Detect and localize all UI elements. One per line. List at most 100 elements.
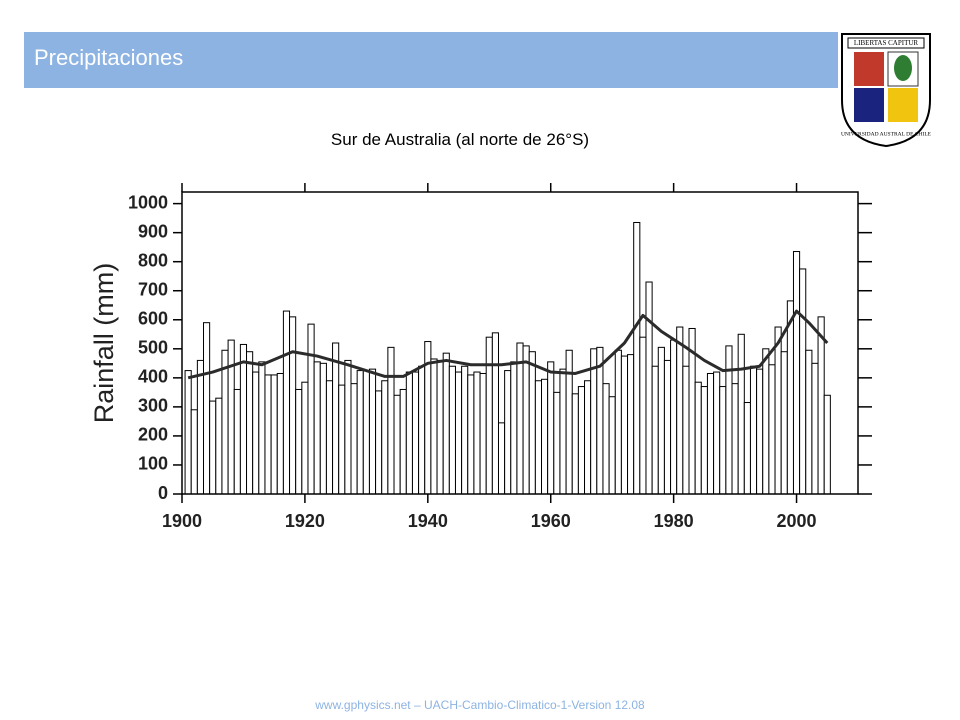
bar	[799, 268, 807, 495]
y-tick-label: 700	[138, 279, 168, 299]
bar	[743, 402, 751, 495]
bar	[534, 380, 543, 495]
bar	[203, 322, 211, 495]
bar	[227, 339, 235, 495]
bar	[627, 354, 635, 495]
bar	[786, 300, 794, 495]
bar	[516, 342, 524, 495]
bar	[313, 361, 321, 495]
y-tick-label: 900	[138, 221, 168, 241]
bar	[491, 332, 499, 495]
bar	[682, 365, 690, 495]
y-tick-label: 200	[138, 425, 168, 445]
x-tick-label: 1960	[531, 511, 571, 531]
y-tick-label: 300	[138, 396, 168, 416]
bar	[368, 368, 377, 495]
bar	[246, 351, 254, 495]
bar	[411, 371, 420, 495]
bar	[614, 349, 622, 495]
bar	[190, 409, 198, 495]
bar	[639, 336, 647, 495]
bar	[344, 359, 352, 495]
bar	[393, 394, 401, 495]
bar	[547, 361, 555, 495]
motto-band	[847, 37, 925, 49]
bar	[461, 365, 469, 495]
bar	[233, 388, 241, 495]
bar	[553, 391, 561, 495]
bar	[196, 359, 205, 495]
bar	[504, 370, 512, 495]
y-tick-label: 400	[138, 367, 168, 387]
x-tick-label: 1900	[162, 511, 202, 531]
bar	[805, 349, 813, 495]
bar	[215, 397, 223, 495]
bar	[651, 365, 659, 495]
bar	[362, 370, 370, 495]
bar	[479, 372, 487, 495]
chart-title: Sur de Australia (al norte de 26°S)	[330, 130, 590, 149]
bar	[454, 371, 463, 495]
bar	[436, 359, 444, 495]
bar	[258, 361, 266, 495]
bar	[756, 368, 764, 495]
bar	[289, 316, 297, 495]
bar	[577, 386, 586, 495]
y-axis-label: Rainfall (mm)	[89, 263, 119, 424]
x-tick-label: 2000	[777, 511, 817, 531]
bar	[319, 362, 327, 495]
bar	[485, 336, 493, 495]
footer: www.gphysics.net – UACH-Cambio-Climatico…	[315, 698, 645, 712]
quarter	[888, 88, 918, 122]
y-tick-label: 800	[138, 250, 168, 270]
bar	[811, 362, 819, 495]
bar	[418, 365, 426, 495]
bar	[387, 346, 395, 495]
bar	[584, 380, 592, 495]
logo: LIBERTAS CAPITUR UNIVERSIDAD AUSTRAL DE …	[841, 33, 932, 148]
bar	[719, 386, 727, 495]
bar	[768, 364, 776, 495]
bar	[817, 316, 825, 495]
tree	[894, 55, 912, 81]
bar	[780, 351, 788, 495]
motto: LIBERTAS CAPITUR	[854, 39, 918, 47]
header-title: Precipitaciones	[34, 45, 184, 70]
bar	[633, 221, 641, 495]
x-tick-label: 1940	[408, 511, 448, 531]
quarter	[854, 52, 884, 86]
bar	[596, 346, 604, 495]
bar	[706, 372, 715, 495]
bar	[510, 361, 518, 495]
bar	[792, 251, 801, 495]
bar	[252, 371, 260, 495]
bar	[221, 349, 229, 495]
bar	[325, 380, 334, 495]
x-tick-label: 1920	[285, 511, 325, 531]
bar	[282, 310, 291, 495]
bar	[608, 396, 616, 495]
bar	[239, 343, 248, 495]
bar	[405, 371, 413, 495]
chart: 0 100 200 300 400 500 600 700 800 900 1000 1900 1920…	[89, 183, 872, 531]
bar	[295, 388, 303, 495]
bar	[571, 393, 579, 495]
bar	[473, 371, 481, 495]
bar	[762, 348, 770, 495]
bar	[559, 368, 567, 495]
y-tick-label: 1000	[128, 192, 168, 212]
bar	[332, 342, 340, 495]
bar	[356, 370, 364, 495]
bar	[381, 380, 389, 495]
bar	[301, 381, 309, 495]
bar	[541, 378, 549, 495]
bar	[620, 355, 629, 495]
quarter	[854, 88, 884, 122]
bar	[442, 352, 450, 495]
bar	[528, 351, 536, 495]
bar	[270, 374, 278, 495]
bar	[694, 381, 702, 495]
bar	[448, 365, 456, 495]
bar	[663, 359, 672, 495]
